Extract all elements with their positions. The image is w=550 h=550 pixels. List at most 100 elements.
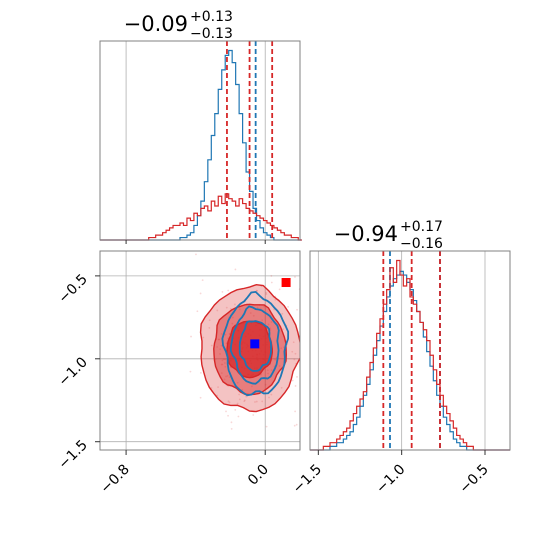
joint-sample-point [227,414,229,417]
marginal-y-title-lower: −0.16 [400,236,443,252]
joint-sample-point [196,310,199,313]
joint-sample-point [217,386,219,389]
joint-sample-point [270,281,273,284]
joint-contour-b-level-2 [221,290,290,397]
joint-panel: −0.8 0.0 −0.5 −1.0 −1.5 [55,241,315,497]
joint-sample-point [199,396,202,399]
joint-sample-point [217,338,220,341]
joint-sample-point [294,276,296,278]
joint-sample-point [199,292,202,295]
joint-sample-point [255,400,258,403]
joint-sample-point [216,309,219,312]
joint-sample-point [294,385,297,387]
joint-contour-b-level-1 [229,305,280,385]
marginal-y-series-0-step [310,270,510,451]
joint-sample-point [223,362,226,364]
marginal-y-series-1-step [310,259,510,451]
joint-ytick-label-1: −1.0 [55,354,90,389]
joint-frame [99,250,301,451]
joint-sample-point [263,305,265,308]
joint-sample-point [223,378,226,381]
joint-sample-point [270,393,273,396]
joint-sample-point [220,363,223,366]
joint-sample-point [243,399,246,402]
joint-sample-point [265,291,268,294]
joint-sample-point [225,410,227,413]
joint-sample-point [227,289,230,292]
joint-sample-point [243,400,246,403]
joint-sample-point [296,308,298,311]
joint-sample-point [292,341,295,344]
joint-ytick-label-0: −0.5 [55,271,90,306]
joint-sample-point [225,375,227,378]
joint-sample-point [256,289,258,292]
joint-sample-point [236,381,239,384]
joint-sample-point [210,387,213,389]
marginal-x-title-upper: +0.13 [190,9,233,25]
joint-sample-point [220,344,223,347]
joint-sample-point [278,288,281,291]
joint-ytick-label-2: −1.5 [55,437,90,472]
joint-sample-point [256,248,258,250]
joint-sample-point [245,395,248,398]
joint-sample-point [238,393,241,396]
joint-sample-point [278,365,281,367]
joint-sample-point [249,312,252,314]
joint-sample-point [224,365,227,368]
marginal-y-xtick-label-2: −0.5 [456,462,491,497]
joint-sample-point [267,372,269,375]
joint-xtick-label-0: −0.8 [98,462,133,497]
joint-sample-point [219,348,222,351]
marginal-x-series-1-step [100,193,302,241]
joint-sample-point [220,332,223,335]
joint-sample-point [270,321,273,323]
joint-sample-point [228,401,231,404]
joint-sample-point [255,289,258,292]
joint-sample-point [265,425,268,428]
marginal-y-frame [309,250,511,451]
joint-sample-point [256,306,259,309]
joint-sample-point [251,385,253,388]
joint-sample-point [190,335,192,338]
joint-sample-point [228,376,231,378]
joint-plot-area [100,241,315,450]
joint-sample-point [226,375,229,377]
marginal-x-title-lower: −0.13 [190,26,233,42]
joint-sample-point [293,424,296,427]
joint-sample-point [264,383,267,386]
joint-sample-point [254,401,256,403]
joint-sample-point [225,306,228,309]
joint-sample-point [189,370,192,373]
joint-sample-point [294,410,297,413]
joint-sample-point [313,304,315,306]
joint-sample-point [234,408,237,411]
marginal-y-panel: −0.94 +0.17−0.16 −1.5 −1.0 −0.5 [290,219,511,497]
joint-sample-point [218,338,220,341]
joint-sample-point [231,322,234,325]
joint-sample-point [231,316,234,319]
joint-sample-point [261,319,264,322]
joint-sample-point [280,347,283,350]
joint-sample-point [224,358,227,361]
joint-sample-point [267,323,270,326]
joint-sample-point [199,371,202,374]
joint-sample-point [252,414,255,416]
joint-sample-point [219,353,221,355]
joint-sample-point [238,398,241,401]
joint-sample-point [216,346,219,348]
joint-sample-point [266,369,269,372]
joint-xtick-label-1: 0.0 [245,462,272,489]
joint-sample-point [234,268,237,271]
joint-sample-point [294,352,297,355]
joint-sample-point [220,372,223,374]
joint-contour-a-level-2 [226,320,273,379]
joint-sample-point [274,358,277,361]
joint-sample-point [222,358,225,361]
joint-sample-point [235,241,237,243]
joint-sample-point [230,427,233,430]
joint-sample-point [221,359,224,362]
joint-sample-point [270,369,273,372]
joint-sample-point [270,275,273,277]
joint-sample-point [281,312,284,315]
joint-sample-point [295,423,298,426]
